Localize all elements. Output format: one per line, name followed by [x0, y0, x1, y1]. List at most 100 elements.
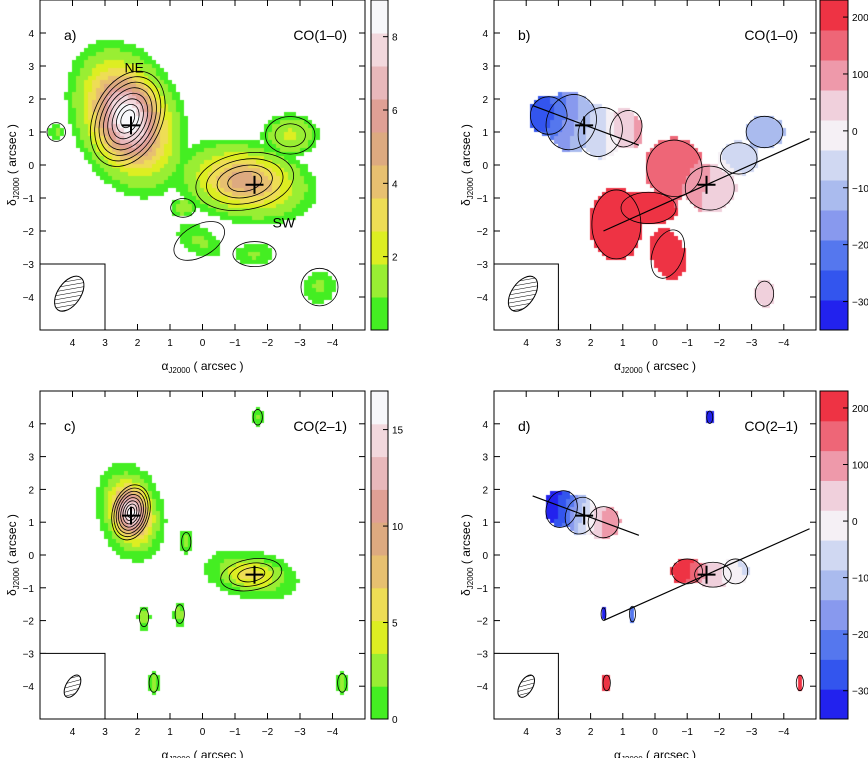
x-tick-label: 1: [167, 727, 173, 738]
contour-line: [206, 158, 284, 205]
contour-line: [237, 567, 266, 583]
contour-line: [89, 70, 166, 167]
colorbar-segment: [371, 33, 388, 67]
colorbar-segment: [820, 391, 848, 422]
contour-line: [227, 170, 263, 193]
colorbar-segment: [820, 0, 848, 31]
contour-line: [265, 116, 316, 155]
contour-line: [337, 673, 348, 693]
contour-line: [122, 500, 140, 525]
y-tick-label: −2: [23, 227, 35, 238]
y-axis-subscript: J2000: [466, 567, 475, 589]
y-axis-unit: ( arcsec ): [459, 124, 473, 177]
y-axis-unit: ( arcsec ): [459, 514, 473, 567]
contour-line: [138, 607, 150, 628]
contour-line: [228, 562, 274, 587]
colorbar-segment: [371, 165, 388, 199]
x-axis-unit: ( arcsec ): [190, 359, 243, 373]
y-tick-label: −4: [477, 682, 489, 693]
y-axis-symbol: δ: [5, 199, 19, 206]
y-axis-label: δJ2000 ( arcsec ): [459, 124, 475, 206]
x-tick-label: −3: [294, 338, 306, 349]
x-tick-label: −4: [778, 338, 790, 349]
y-axis-subscript: J2000: [12, 177, 21, 199]
colorbar-segment: [371, 456, 388, 490]
colorbar: 2 4 6 8: [370, 0, 398, 331]
y-tick-label: −4: [23, 682, 35, 693]
colorbar-tick-label: −300: [852, 687, 868, 698]
colorbar-segment: [371, 587, 388, 622]
y-tick-label: −1: [477, 584, 489, 595]
x-tick-label: −2: [262, 727, 274, 738]
x-axis-symbol: α: [614, 748, 621, 758]
contour-line: [694, 561, 732, 588]
colorbar-segment: [820, 90, 848, 121]
y-tick-label: 0: [28, 551, 34, 562]
map-label: CO(2–1): [293, 418, 347, 434]
colorbar-segment: [820, 120, 848, 151]
panel-letter: d): [518, 418, 530, 434]
contour-line: [719, 142, 758, 175]
y-tick-label: 1: [482, 128, 488, 139]
colorbar: 200 100 0 −100 −200 −300: [819, 0, 868, 331]
colorbar-segment: [820, 420, 848, 452]
y-axis-subscript: J2000: [466, 177, 475, 199]
contour-line: [795, 674, 804, 692]
x-tick-label: 3: [102, 338, 108, 349]
contour-line: [127, 506, 135, 518]
x-tick-label: −1: [229, 338, 241, 349]
contour-line: [116, 103, 140, 134]
colorbar-tick-label: 2: [392, 253, 398, 264]
contour-line: [111, 98, 144, 140]
y-axis-symbol: δ: [459, 199, 473, 206]
colorbar-segment: [371, 653, 388, 687]
contours: [46, 70, 339, 307]
x-tick-label: 3: [556, 338, 562, 349]
x-tick-label: 0: [200, 727, 206, 738]
y-tick-label: −2: [477, 617, 489, 628]
y-axis-unit: ( arcsec ): [5, 124, 19, 177]
x-tick-label: −2: [714, 727, 726, 738]
colorbar: 200 100 0 −100 −200 −300: [819, 390, 868, 720]
y-axis-unit: ( arcsec ): [5, 514, 19, 567]
y-tick-label: −1: [23, 584, 35, 595]
y-axis-subscript: J2000: [12, 567, 21, 589]
colorbar-tick-label: 0: [392, 715, 398, 726]
contour-line: [107, 92, 149, 145]
colorbar-segment: [820, 30, 848, 61]
y-axis-symbol: δ: [5, 589, 19, 596]
colorbar-tick-label: −200: [852, 630, 868, 641]
contour-line: [722, 558, 749, 585]
y-tick-label: 0: [482, 551, 488, 562]
colorbar-frame: [819, 0, 849, 331]
y-tick-label: 4: [28, 29, 34, 40]
colorbar-segment: [820, 270, 848, 301]
x-axis-label: αJ2000 ( arcsec ): [161, 748, 243, 758]
contour-line: [706, 410, 714, 424]
x-tick-label: −1: [681, 338, 693, 349]
colorbar-segment: [820, 60, 848, 91]
contour-line: [120, 109, 136, 129]
x-tick-label: −2: [714, 338, 726, 349]
x-tick-label: −2: [262, 338, 274, 349]
colorbar-segment: [371, 0, 388, 34]
colorbar-segment: [820, 300, 848, 331]
contour-line: [754, 280, 775, 307]
x-tick-label: −4: [327, 727, 339, 738]
y-tick-label: 3: [482, 62, 488, 73]
colorbar-segment: [371, 132, 388, 166]
x-axis-unit: ( arcsec ): [643, 359, 696, 373]
colorbar-segment: [371, 99, 388, 133]
x-tick-label: −1: [681, 727, 693, 738]
contour-line: [115, 490, 147, 534]
contour-line: [113, 487, 149, 538]
x-tick-label: 3: [102, 727, 108, 738]
y-tick-label: 3: [28, 453, 34, 464]
y-tick-label: 2: [482, 485, 488, 496]
x-axis-symbol: α: [614, 359, 621, 373]
panel-letter: b): [518, 27, 530, 43]
contour-line: [629, 605, 636, 623]
colorbar-frame: [819, 390, 849, 720]
